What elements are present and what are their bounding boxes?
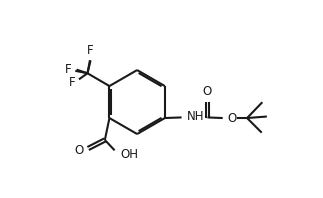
Text: O: O (203, 85, 212, 98)
Text: F: F (65, 63, 72, 76)
Text: F: F (87, 44, 93, 56)
Text: F: F (65, 64, 72, 77)
Text: OH: OH (120, 148, 138, 161)
Text: NH: NH (186, 110, 204, 123)
Text: F: F (87, 44, 94, 57)
Text: F: F (69, 76, 75, 89)
Text: O: O (75, 144, 84, 157)
Text: O: O (227, 111, 236, 125)
